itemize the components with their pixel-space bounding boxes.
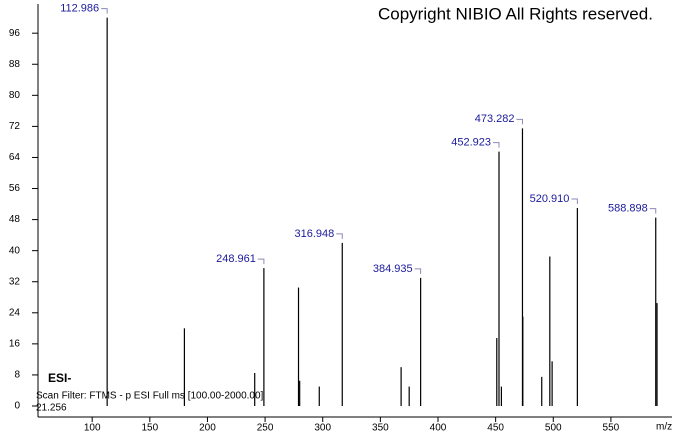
y-tick-label: 8 <box>14 370 20 381</box>
peak-label: 248.961 <box>216 253 256 265</box>
label-bracket <box>493 142 500 148</box>
y-tick-label: 48 <box>9 214 21 225</box>
y-tick-label: 56 <box>9 183 21 194</box>
label-bracket <box>516 118 523 125</box>
y-tick-label: 40 <box>9 245 21 256</box>
y-tick-label: 16 <box>9 339 21 350</box>
y-tick-label: 32 <box>9 276 21 287</box>
label-bracket <box>649 208 657 214</box>
y-tick-label: 80 <box>9 90 21 101</box>
x-tick-label: 450 <box>487 423 504 434</box>
x-tick-label: 150 <box>141 423 158 434</box>
peak-label: 384.935 <box>373 263 413 275</box>
copyright: Copyright NIBIO All Rights reserved. <box>378 4 653 23</box>
peak-label: 452.923 <box>451 137 491 149</box>
y-tick-label: 72 <box>9 121 21 132</box>
peak-label: 473.282 <box>475 113 515 125</box>
x-tick-label: 300 <box>314 423 331 434</box>
x-tick-label: 200 <box>199 423 216 434</box>
label-bracket <box>336 233 343 239</box>
x-tick-label: 100 <box>84 423 101 434</box>
ion-mode: ESI- <box>48 371 71 385</box>
x-tick-label: 500 <box>545 423 562 434</box>
y-tick-label: 96 <box>9 28 21 39</box>
peak-label: 316.948 <box>294 228 334 240</box>
label-bracket <box>101 8 108 14</box>
label-bracket <box>257 258 265 265</box>
x-tick-label: 550 <box>603 423 620 434</box>
x-tick-label: 400 <box>430 423 447 434</box>
peak-label: 520.910 <box>530 193 570 205</box>
label-bracket <box>571 198 578 204</box>
scan-filter: Scan Filter: FTMS - p ESI Full ms [100.0… <box>36 391 264 402</box>
retention-time: 21.256 <box>36 403 67 414</box>
x-tick-label: 350 <box>372 423 389 434</box>
y-tick-label: 0 <box>14 401 20 412</box>
peak-label: 112.986 <box>60 3 99 15</box>
y-tick-label: 64 <box>9 152 21 163</box>
y-tick-label: 88 <box>9 59 21 70</box>
y-tick-label: 24 <box>9 307 21 318</box>
x-tick-label: 250 <box>257 423 274 434</box>
label-bracket <box>414 268 422 274</box>
x-axis-label: m/z <box>656 422 672 433</box>
peak-label: 588.898 <box>608 203 648 215</box>
